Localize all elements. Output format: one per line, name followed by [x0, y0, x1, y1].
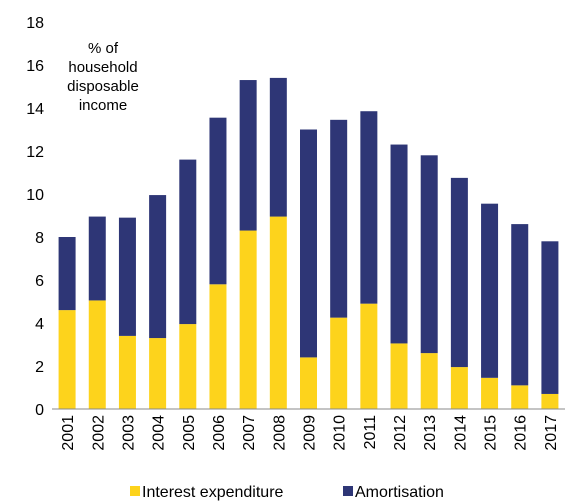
y-tick-label: 8	[35, 230, 44, 247]
legend-swatch	[343, 486, 353, 496]
x-tick-label: 2004	[151, 415, 168, 451]
y-tick-label: 0	[35, 402, 44, 419]
y-tick-label: 14	[26, 101, 44, 118]
bar-segment	[239, 230, 257, 409]
bar-segment	[58, 310, 76, 409]
y-tick-label: 2	[35, 359, 44, 376]
x-tick-label: 2001	[60, 415, 77, 451]
bar-segment	[390, 144, 408, 344]
annotation: household	[68, 59, 137, 76]
x-tick-label: 2013	[422, 415, 439, 451]
x-tick-label: 2006	[211, 415, 228, 451]
bar-segment	[239, 80, 257, 231]
bar-segment	[360, 303, 378, 409]
bar-segment	[149, 195, 167, 339]
y-tick-label: 4	[35, 316, 44, 333]
bar-segment	[179, 324, 197, 409]
bar-segment	[541, 393, 559, 409]
bar-segment	[450, 177, 468, 368]
x-tick-label: 2017	[543, 415, 560, 451]
x-tick-label: 2007	[241, 415, 258, 451]
bar-segment	[390, 343, 408, 409]
legend-swatch	[130, 486, 140, 496]
bar-segment	[300, 357, 317, 409]
bar-segment	[481, 203, 499, 378]
bar-segment	[330, 317, 348, 409]
x-tick-label: 2005	[181, 415, 198, 451]
bar-segment	[118, 335, 136, 409]
bar-segment	[149, 338, 167, 409]
bar-segment	[420, 353, 438, 409]
bar-segment	[511, 385, 529, 409]
x-tick-label: 2008	[271, 415, 288, 451]
bar-segment	[179, 159, 197, 325]
bar-segment	[330, 119, 348, 318]
annotation: disposable	[67, 78, 139, 95]
x-tick-label: 2011	[362, 415, 379, 450]
bar-segment	[269, 77, 287, 217]
y-tick-label: 18	[26, 15, 44, 32]
bar-segment	[88, 216, 106, 301]
y-tick-label: 12	[26, 144, 44, 161]
bar-segment	[420, 155, 438, 354]
y-tick-label: 16	[26, 58, 44, 75]
bar-segment	[481, 377, 499, 409]
bar-segment	[300, 129, 317, 358]
x-tick-label: 2010	[332, 415, 349, 451]
bar-segment	[360, 111, 378, 304]
bar-segment	[88, 300, 106, 409]
bar-segment	[269, 216, 287, 409]
bar-segment	[209, 284, 227, 409]
annotation: % of	[88, 40, 119, 57]
x-tick-label: 2015	[483, 415, 500, 451]
bar-segment	[118, 217, 136, 336]
bar-segment	[209, 117, 227, 285]
y-tick-label: 6	[35, 273, 44, 290]
x-tick-label: 2003	[120, 415, 137, 451]
bar-segment	[541, 241, 559, 394]
bar-segment	[511, 224, 529, 386]
y-tick-label: 10	[26, 187, 44, 204]
x-tick-label: 2002	[90, 415, 107, 451]
bar-segment	[58, 237, 76, 311]
x-tick-label: 2012	[392, 415, 409, 451]
annotation: income	[79, 97, 127, 114]
x-tick-label: 2016	[513, 415, 530, 451]
bar-segment	[450, 367, 468, 409]
x-tick-label: 2014	[452, 415, 469, 451]
legend-label: Interest expenditure	[142, 484, 284, 501]
legend-label: Amortisation	[355, 484, 444, 501]
x-tick-label: 2009	[302, 415, 319, 451]
